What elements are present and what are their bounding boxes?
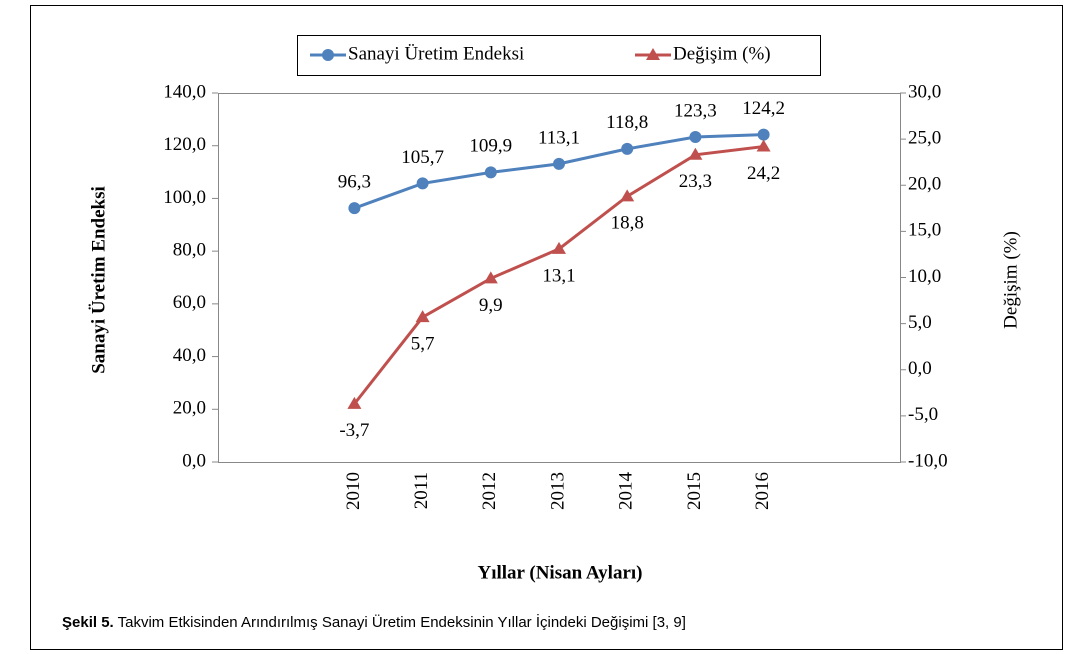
data-label: 123,3 (674, 100, 717, 121)
x-tick-label: 2015 (684, 472, 705, 510)
data-label: 13,1 (542, 265, 575, 286)
y-tick-label: 120,0 (163, 134, 206, 155)
y2-tick-label: 15,0 (908, 220, 941, 241)
caption-text: Takvim Etkisinden Arındırılmış Sanayi Ür… (118, 613, 686, 631)
point (347, 396, 362, 409)
figure-frame (30, 5, 1063, 650)
y2-tick-label: 10,0 (908, 266, 941, 287)
y2-axis-title: Değişim (%) (1000, 231, 1021, 329)
legend-label: Sanayi Üretim Endeksi (348, 43, 524, 64)
point (688, 147, 703, 160)
data-label: 24,2 (747, 163, 780, 184)
legend-box (297, 35, 821, 76)
y-tick-label: 60,0 (173, 292, 206, 313)
point (483, 271, 498, 284)
point (757, 128, 770, 141)
data-label: 9,9 (479, 295, 503, 316)
data-label: -3,7 (339, 420, 369, 441)
point (689, 131, 702, 144)
point (416, 177, 429, 190)
data-label: 124,2 (742, 98, 785, 119)
y2-tick-label: 0,0 (908, 358, 932, 379)
y2-tick-label: 30,0 (908, 81, 941, 102)
point (646, 48, 660, 60)
data-label: 23,3 (679, 171, 712, 192)
x-tick-label: 2012 (479, 472, 500, 510)
data-label: 118,8 (606, 112, 648, 133)
y2-tick-label: 25,0 (908, 127, 941, 148)
caption-label: Şekil 5. (62, 614, 114, 631)
y-tick-label: 140,0 (163, 81, 206, 102)
point (552, 241, 566, 254)
x-tick-label: 2014 (616, 472, 637, 511)
data-label: 96,3 (338, 172, 371, 193)
point (484, 166, 497, 179)
x-tick-label: 2011 (411, 472, 432, 509)
y-tick-label: 80,0 (173, 240, 206, 261)
data-label: 105,7 (401, 147, 444, 168)
y-tick-label: 40,0 (173, 345, 206, 366)
point (621, 142, 634, 155)
y-tick-label: 100,0 (163, 187, 206, 208)
y-tick-label: 0,0 (182, 450, 206, 471)
point (322, 49, 334, 61)
point (348, 202, 361, 215)
data-label: 5,7 (411, 334, 435, 355)
data-label: 109,9 (469, 136, 512, 157)
point (553, 157, 565, 170)
y2-tick-label: -10,0 (908, 450, 948, 471)
y-axis-title: Sanayi Üretim Endeksi (88, 186, 109, 374)
point (415, 310, 430, 323)
caption: Şekil 5. Takvim Etkisinden Arındırılmış … (62, 613, 686, 631)
y-tick-label: 20,0 (173, 398, 206, 419)
x-tick-label: 2013 (547, 472, 568, 510)
x-tick-label: 2010 (343, 472, 364, 510)
data-label: 113,1 (538, 127, 580, 148)
point (620, 189, 635, 202)
y2-tick-label: 5,0 (908, 312, 932, 333)
data-label: 18,8 (611, 213, 644, 234)
legend-label: Değişim (%) (673, 43, 771, 64)
point (756, 139, 771, 152)
x-axis-title: Yıllar (Nisan Ayları) (477, 562, 642, 583)
y2-tick-label: -5,0 (908, 404, 938, 425)
y2-tick-label: 20,0 (908, 174, 941, 195)
x-tick-label: 2016 (752, 472, 773, 510)
